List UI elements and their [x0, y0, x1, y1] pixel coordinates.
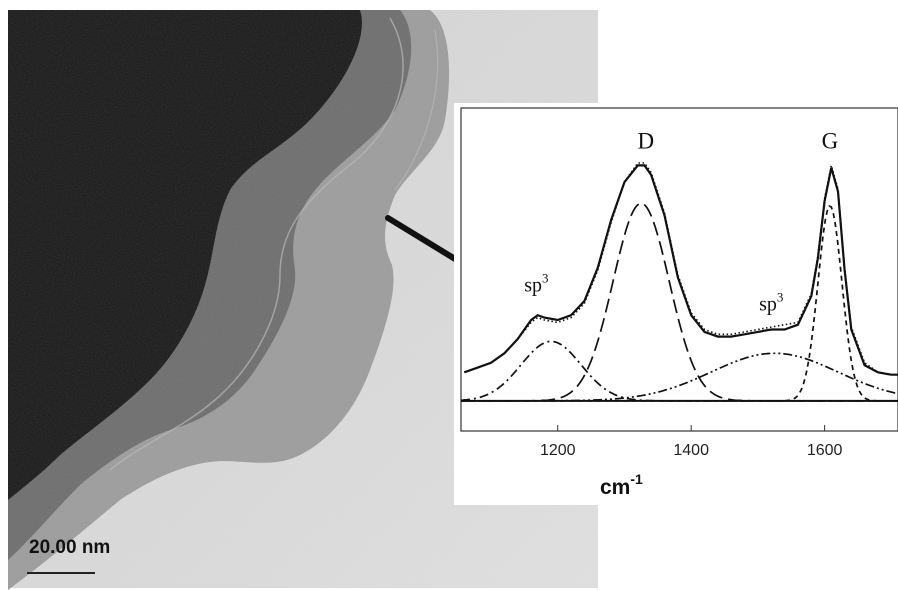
x-axis-label-exponent: -1: [630, 471, 643, 487]
x-tick-label: 1600: [807, 442, 843, 459]
plot-frame: [460, 107, 898, 432]
x-axis-label: cm-1: [600, 471, 643, 500]
x-axis-label-base: cm: [600, 476, 631, 499]
scale-bar: [27, 572, 95, 574]
peak-label-g: G: [822, 129, 839, 154]
peak-label-d: D: [637, 129, 654, 154]
scale-bar-label: 20.00 nm: [29, 537, 111, 558]
series-dotted-line: [464, 162, 898, 376]
series-shortdash-line: [461, 204, 898, 402]
x-tick-label: 1400: [673, 442, 709, 459]
x-tick-label: 1200: [540, 442, 576, 459]
